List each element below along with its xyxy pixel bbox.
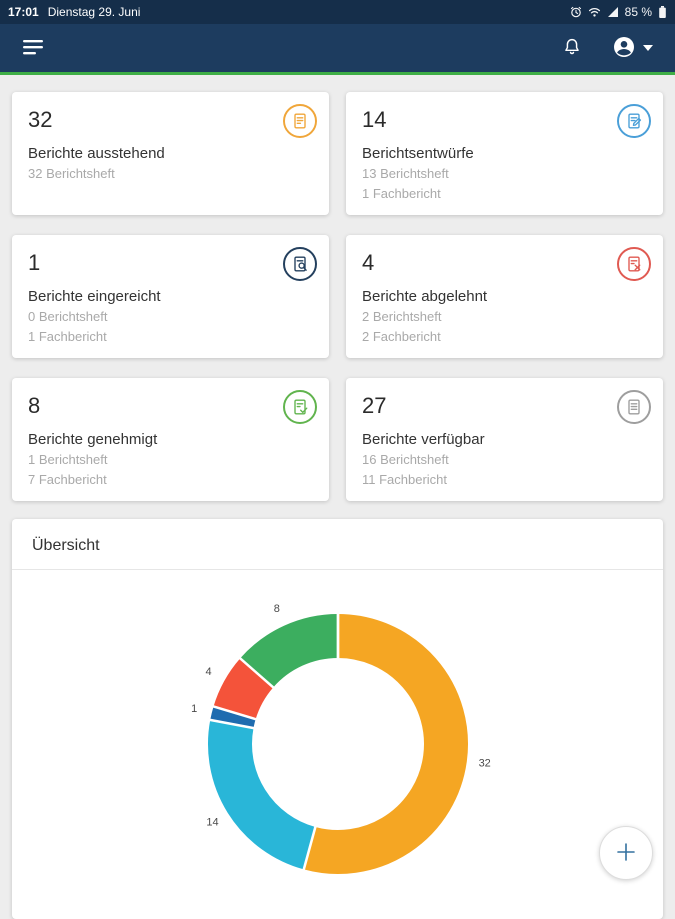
stat-count: 32: [28, 107, 53, 132]
available-report-icon: [617, 390, 651, 424]
donut-segment-label: 14: [206, 816, 218, 828]
donut-segment-label: 1: [191, 703, 197, 715]
account-button[interactable]: [605, 28, 659, 69]
overview-title: Übersicht: [12, 519, 663, 570]
stat-subtext: 7 Fachbericht: [28, 472, 107, 487]
stat-subtext: 0 Berichtsheft: [28, 309, 108, 324]
stat-count: 1: [28, 250, 41, 275]
status-bar: 17:01 Dienstag 29. Juni 85 %: [0, 0, 675, 24]
stat-subtext: 2 Berichtsheft: [362, 309, 442, 324]
stat-subtext: 11 Fachbericht: [362, 472, 448, 487]
stat-card-approved[interactable]: 8 Berichte genehmigt 1 Berichtsheft 7 Fa…: [12, 378, 329, 501]
stat-count: 27: [362, 393, 387, 418]
donut-segment: [239, 614, 339, 688]
header-accent-line: [0, 72, 675, 75]
stat-title: Berichte verfügbar: [362, 431, 485, 448]
pending-report-icon: [283, 104, 317, 138]
stat-title: Berichte eingereicht: [28, 288, 161, 305]
donut-segment-label: 32: [478, 758, 490, 770]
battery-percent: 85 %: [624, 5, 652, 19]
menu-button[interactable]: [16, 31, 52, 66]
stat-title: Berichte ausstehend: [28, 145, 165, 162]
stat-title: Berichte abgelehnt: [362, 288, 488, 305]
donut-segment: [213, 658, 274, 720]
stat-count: 4: [362, 250, 375, 275]
donut-segment-divider: [208, 718, 255, 730]
bell-icon: [561, 36, 583, 61]
stat-card-pending[interactable]: 32 Berichte ausstehend 32 Berichtsheft: [12, 92, 329, 215]
stat-title: Berichte genehmigt: [28, 431, 158, 448]
submitted-report-icon: [283, 247, 317, 281]
stat-card-submitted[interactable]: 1 Berichte eingereicht 0 Berichtsheft 1 …: [12, 235, 329, 358]
stat-subtext: 1 Berichtsheft: [28, 452, 108, 467]
rejected-report-icon: [617, 247, 651, 281]
stat-subtext: 16 Berichtsheft: [362, 452, 449, 467]
add-button[interactable]: [599, 826, 653, 880]
stat-count: 8: [28, 393, 41, 418]
status-time: 17:01: [8, 5, 39, 19]
donut-segment-divider: [211, 704, 257, 721]
stat-subtext: 1 Fachbericht: [362, 186, 441, 201]
stat-title: Berichtsentwürfe: [362, 145, 474, 162]
status-date: Dienstag 29. Juni: [47, 5, 141, 19]
notifications-button[interactable]: [555, 30, 589, 67]
stat-subtext: 13 Berichtsheft: [362, 166, 449, 181]
donut-segment-divider: [301, 825, 317, 871]
donut-segment: [303, 614, 468, 874]
wifi-icon: [588, 6, 601, 18]
stat-card-available[interactable]: 27 Berichte verfügbar 16 Berichtsheft 11…: [346, 378, 663, 501]
stats-grid: 32 Berichte ausstehend 32 Berichtsheft 1…: [0, 75, 675, 501]
menu-icon: [22, 37, 46, 60]
draft-report-icon: [617, 104, 651, 138]
donut-segment-label: 8: [273, 603, 279, 615]
donut-segment-label: 4: [205, 666, 211, 678]
chevron-down-icon: [643, 45, 653, 51]
donut-segment: [209, 706, 256, 729]
app-bar: [0, 24, 675, 72]
overview-card: Übersicht 32 14 1 4 8: [12, 519, 663, 919]
stat-subtext: 2 Fachbericht: [362, 329, 441, 344]
stat-subtext: 1 Fachbericht: [28, 329, 107, 344]
plus-icon: [614, 840, 638, 867]
alarm-icon: [570, 6, 582, 18]
stat-card-drafts[interactable]: 14 Berichtsentwürfe 13 Berichtsheft 1 Fa…: [346, 92, 663, 215]
donut-segment-divider: [238, 656, 275, 689]
stat-count: 14: [362, 107, 387, 132]
dashboard: 32 Berichte ausstehend 32 Berichtsheft 1…: [0, 75, 675, 919]
stat-subtext: 32 Berichtsheft: [28, 166, 115, 181]
battery-icon: [658, 5, 667, 19]
cell-signal-icon: [607, 6, 619, 18]
account-icon: [611, 34, 637, 63]
stat-card-rejected[interactable]: 4 Berichte abgelehnt 2 Berichtsheft 2 Fa…: [346, 235, 663, 358]
approved-report-icon: [283, 390, 317, 424]
donut-segment: [207, 719, 316, 870]
